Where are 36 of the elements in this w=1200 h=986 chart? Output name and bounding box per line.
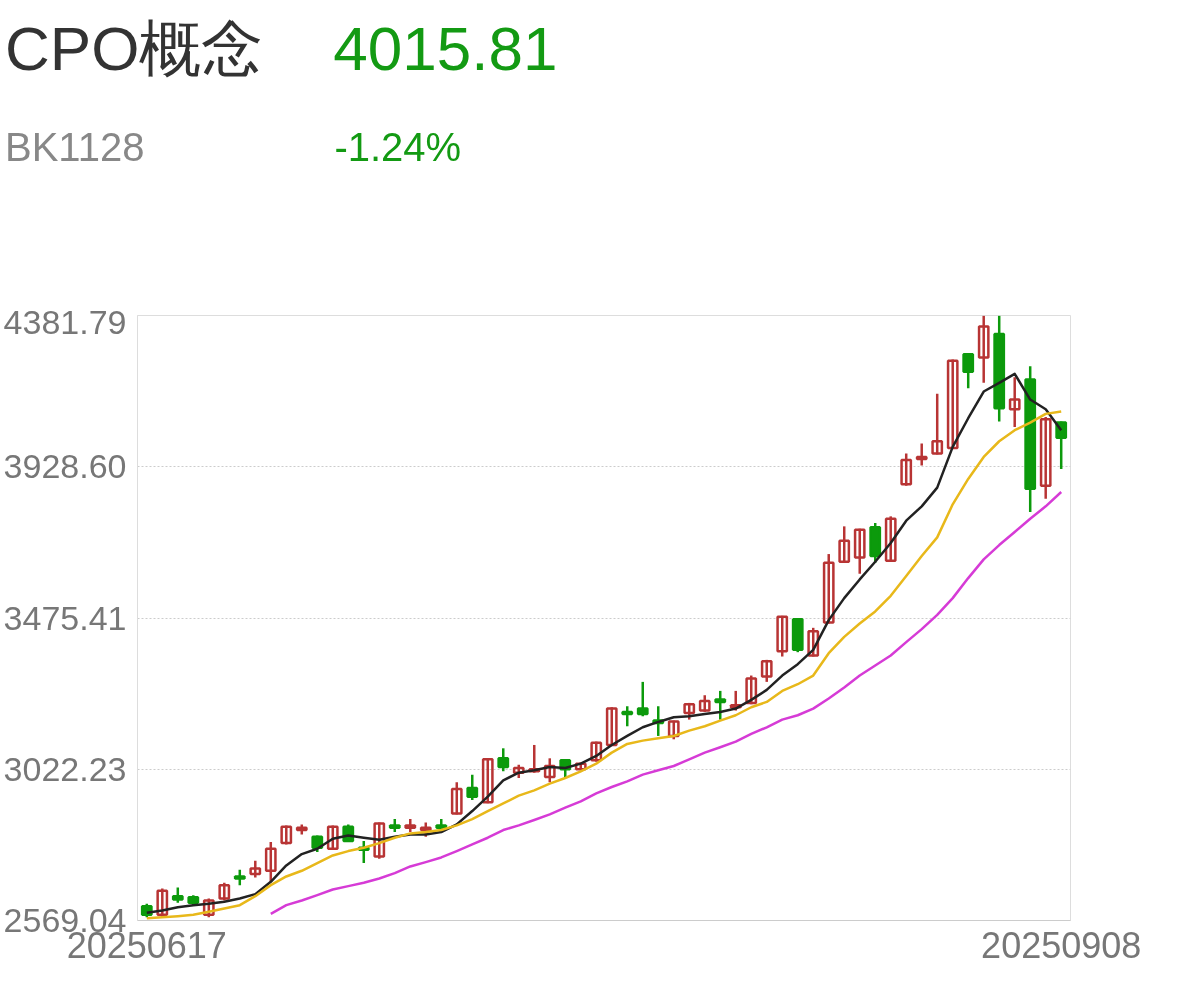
y-tick-label: 3928.60 [3, 447, 127, 486]
chart-title: CPO概念 [5, 14, 264, 83]
y-tick-label: 3022.23 [3, 749, 127, 788]
candlestick [450, 781, 463, 816]
candlestick [481, 757, 494, 805]
candlestick [915, 442, 928, 467]
candlestick [1008, 375, 1021, 429]
candlestick [621, 705, 634, 728]
candlestick [326, 824, 339, 852]
chart-subtitle: BK1128 [5, 124, 145, 169]
candlestick [807, 626, 820, 658]
candlestick [977, 315, 990, 385]
candlestick [605, 706, 618, 748]
candlestick [900, 452, 913, 487]
candlestick [884, 515, 897, 563]
candlestick [1055, 420, 1068, 471]
y-tick-label: 4381.79 [3, 302, 127, 341]
candlestick [760, 658, 773, 684]
candlestick [466, 773, 479, 802]
line-series [269, 490, 1063, 916]
candlestick [838, 525, 851, 564]
x-tick-label: 20250908 [981, 924, 1142, 966]
candlestick [853, 527, 866, 575]
candlestick [1039, 415, 1052, 500]
candlestick [962, 351, 975, 390]
candlestick [636, 680, 649, 718]
candlestick [714, 689, 727, 721]
candlestick [497, 747, 510, 773]
y-tick-label: 3475.41 [3, 598, 127, 637]
candlestick [946, 358, 959, 451]
candlestick [776, 614, 789, 658]
text: -1.24% [334, 124, 462, 169]
text: 4015.81 [333, 14, 558, 83]
candlestick [822, 552, 835, 625]
candlestick [931, 392, 944, 456]
candlestick [280, 824, 293, 846]
